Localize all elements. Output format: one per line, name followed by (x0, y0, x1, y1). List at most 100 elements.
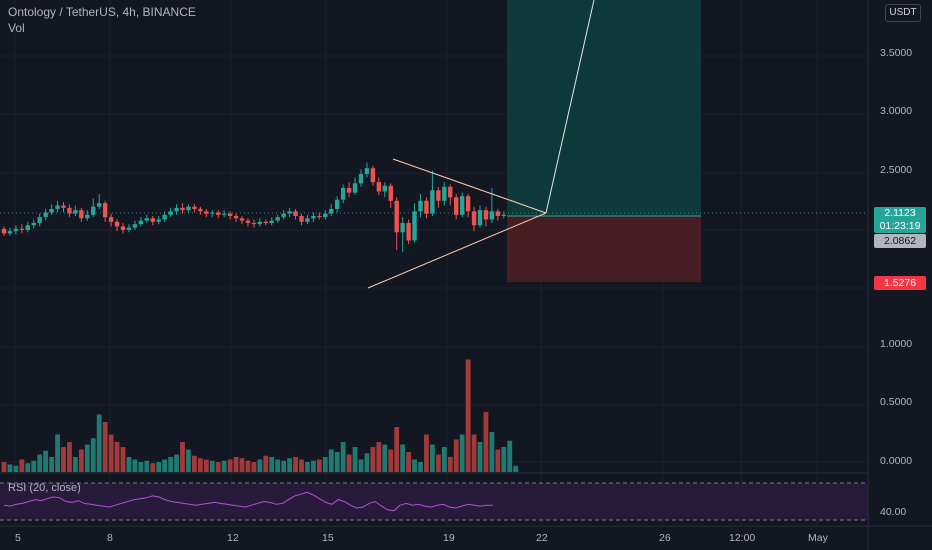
candle-body (483, 210, 489, 220)
candle-body (126, 227, 132, 230)
rsi-line (3, 491, 493, 512)
volume-bar (328, 449, 334, 472)
candle-body (293, 211, 298, 216)
time-label: 8 (107, 532, 113, 544)
volume-bar (275, 459, 281, 472)
entry-price-label: 2.0862 (874, 234, 926, 248)
candle-body (108, 217, 114, 222)
volume-bar (78, 449, 84, 472)
volume-bar (483, 412, 489, 472)
profit-zone (507, 0, 701, 215)
countdown-value: 01:23:19 (879, 220, 921, 232)
volume-bar (263, 455, 269, 472)
candle-body (335, 199, 340, 209)
volume-bar (186, 449, 191, 472)
price-axis-ticks: 3.5000 3.0000 2.5000 1.0000 0.5000 0.000… (880, 47, 912, 467)
candle-body (376, 182, 382, 192)
candle-body (192, 206, 197, 209)
candle-body (287, 211, 292, 214)
candle-body (132, 224, 138, 228)
volume-bar (96, 414, 102, 472)
candle-body (382, 185, 387, 192)
volume-bar (192, 455, 197, 472)
volume-bar (257, 459, 263, 472)
candle-body (299, 215, 304, 222)
volume-bar (382, 444, 388, 472)
symbol-title[interactable]: Ontology / TetherUS, 4h, BINANCE (8, 5, 196, 19)
volume-bar (501, 447, 507, 472)
volume-bar (108, 434, 114, 472)
candle-body (346, 187, 352, 193)
candle-body (227, 213, 233, 216)
volume-bar (430, 444, 435, 472)
volume-bar (465, 359, 471, 472)
volume-bar (156, 462, 162, 472)
candle-body (305, 218, 310, 222)
candle-body (233, 215, 239, 219)
candle-body (198, 208, 203, 212)
volume-bar (221, 460, 227, 472)
time-label: 15 (322, 532, 334, 544)
triangle-lower-line (367, 212, 547, 289)
candle-body (454, 197, 459, 215)
candle-body (7, 231, 13, 234)
volume-bar (197, 458, 203, 472)
price-tick: 2.5000 (880, 164, 912, 176)
volume-bar (352, 447, 358, 472)
volume-bar (269, 457, 275, 472)
volume-bar (471, 434, 477, 472)
volume-bar (281, 460, 287, 472)
candle-body (67, 207, 72, 214)
volume-bar (138, 462, 144, 472)
candle-body (43, 212, 48, 218)
volume-bar (447, 457, 453, 472)
volume-bar (90, 438, 96, 472)
candle-body (174, 207, 179, 212)
candle-body (436, 190, 441, 201)
volume-bar (203, 459, 209, 472)
candle-body (442, 186, 447, 201)
current-price-label: 2.1123 01:23:19 (874, 207, 926, 233)
candle-body (311, 215, 316, 219)
projection-line (545, 0, 595, 214)
volume-bar (227, 459, 233, 472)
price-tick: 1.0000 (880, 338, 912, 350)
time-axis-labels: 5 8 12 15 19 22 26 12:00 May (15, 532, 829, 544)
volume-bar (55, 434, 60, 472)
volume-bar (19, 459, 25, 472)
volume-bar (477, 442, 483, 472)
candle-body (19, 228, 25, 230)
time-label: 12:00 (729, 532, 755, 544)
candle-body (263, 221, 268, 223)
candle-body (257, 221, 263, 225)
candle-body (251, 222, 257, 225)
candle-body (204, 211, 209, 214)
candle-body (329, 208, 334, 214)
candle-body (221, 213, 227, 215)
candle-body (269, 220, 274, 223)
volume-bar (412, 459, 417, 472)
currency-button[interactable]: USDT (885, 4, 921, 22)
volume-legend[interactable]: Vol (8, 21, 25, 35)
candle-body (281, 213, 286, 218)
candle-body (465, 196, 471, 212)
candle-body (49, 208, 54, 213)
volume-bar (209, 460, 215, 472)
rsi-legend[interactable]: RSI (20, close) (8, 482, 81, 494)
volume-bar (114, 442, 120, 472)
volume-bar (120, 447, 126, 472)
time-label: 12 (227, 532, 239, 544)
rsi-band (0, 483, 868, 520)
candle-body (168, 211, 173, 215)
candle-body (418, 200, 423, 212)
candle-body (495, 211, 501, 216)
candle-body (1, 228, 7, 234)
volume-bar (406, 452, 411, 472)
candle-body (138, 220, 144, 225)
volume-bar (162, 459, 168, 472)
candle-body (79, 210, 84, 219)
candle-body (61, 205, 66, 208)
volume-bar (418, 462, 423, 472)
candle-body (245, 220, 251, 223)
